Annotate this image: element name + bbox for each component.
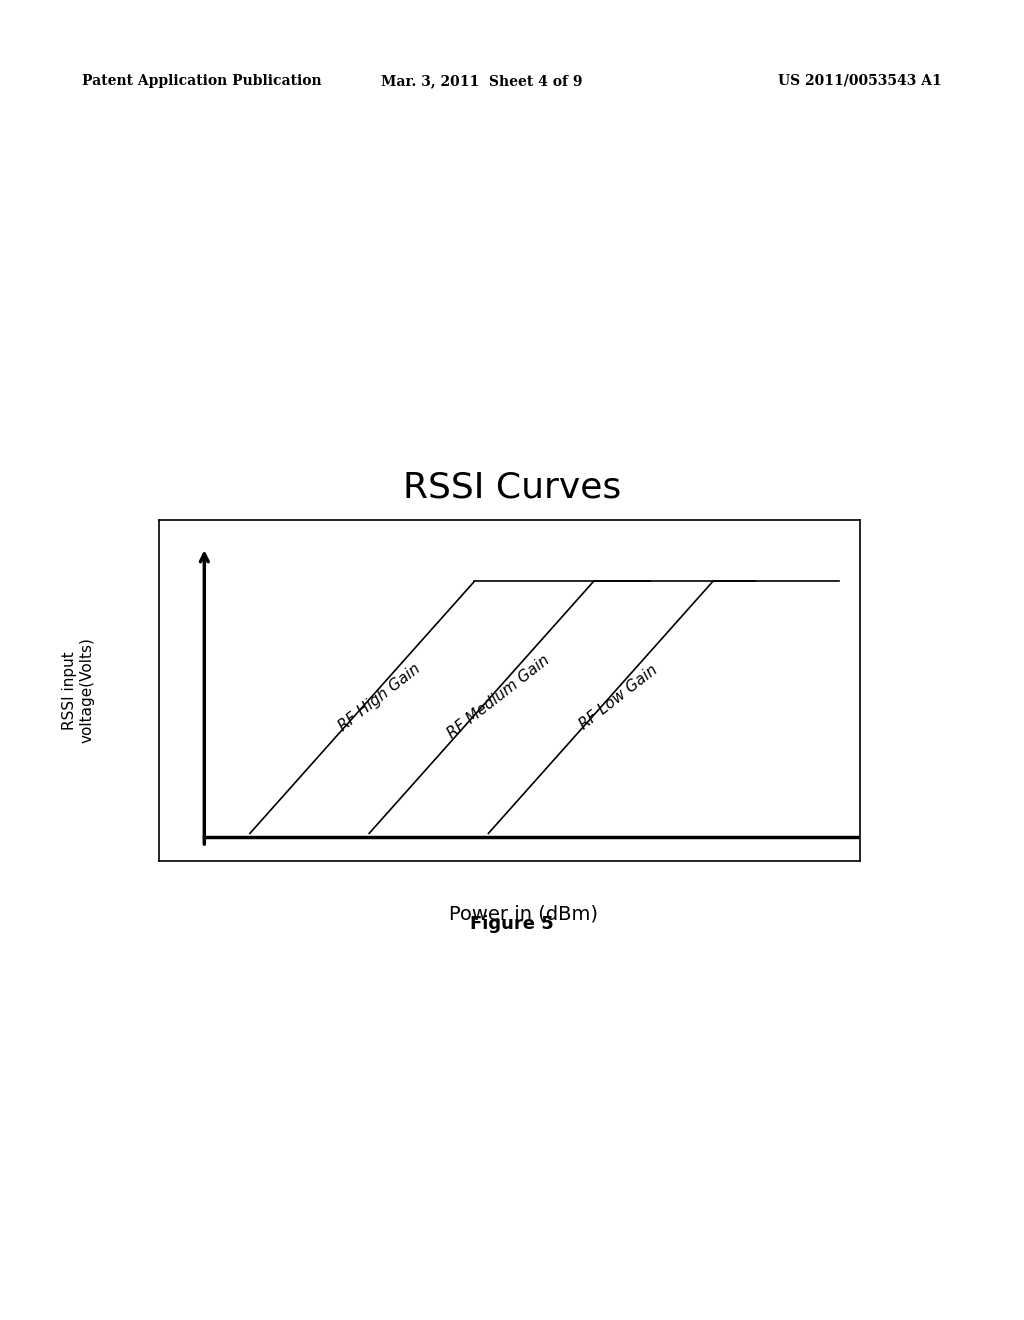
Text: RSSI Curves: RSSI Curves bbox=[402, 470, 622, 504]
Text: Power in (dBm): Power in (dBm) bbox=[449, 906, 598, 924]
Text: RF High Gain: RF High Gain bbox=[336, 661, 423, 734]
Text: Patent Application Publication: Patent Application Publication bbox=[82, 74, 322, 88]
Text: US 2011/0053543 A1: US 2011/0053543 A1 bbox=[778, 74, 942, 88]
Text: RF Medium Gain: RF Medium Gain bbox=[445, 653, 553, 742]
Text: Mar. 3, 2011  Sheet 4 of 9: Mar. 3, 2011 Sheet 4 of 9 bbox=[381, 74, 582, 88]
Text: RSSI input
voltage(Volts): RSSI input voltage(Volts) bbox=[61, 638, 94, 743]
Text: Figure 5: Figure 5 bbox=[470, 915, 554, 933]
Text: RF Low Gain: RF Low Gain bbox=[577, 663, 660, 733]
